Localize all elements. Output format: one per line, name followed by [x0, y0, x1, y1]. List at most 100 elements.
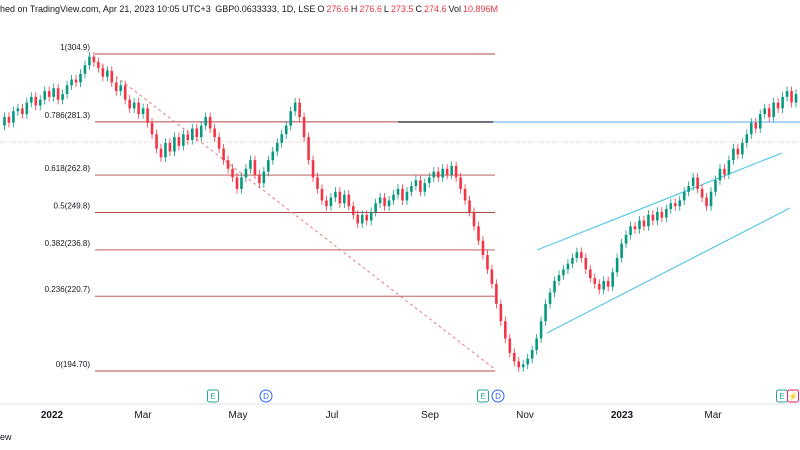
candle[interactable] — [262, 167, 266, 188]
candle[interactable] — [490, 264, 494, 289]
candle[interactable] — [159, 144, 163, 162]
candle[interactable] — [338, 187, 342, 208]
candle[interactable] — [43, 86, 47, 105]
candle[interactable] — [235, 172, 239, 194]
candle[interactable] — [611, 267, 614, 292]
candle[interactable] — [526, 354, 529, 369]
candle[interactable] — [481, 236, 485, 260]
candle[interactable] — [410, 181, 413, 197]
candle[interactable] — [714, 175, 717, 197]
candle[interactable] — [718, 164, 722, 185]
candle[interactable] — [486, 250, 489, 275]
candle[interactable] — [369, 207, 373, 226]
candle[interactable] — [383, 192, 386, 211]
event-markers[interactable]: E D E D E ⚡ — [207, 389, 799, 403]
event-marker-dividend[interactable]: D — [491, 389, 505, 403]
candle[interactable] — [284, 121, 288, 139]
candle[interactable] — [454, 161, 458, 183]
candle[interactable] — [441, 164, 445, 183]
candle[interactable] — [52, 83, 55, 102]
candle[interactable] — [548, 287, 552, 309]
candle[interactable] — [687, 181, 690, 197]
candle[interactable] — [673, 198, 677, 211]
candle[interactable] — [253, 155, 257, 180]
candle[interactable] — [499, 299, 503, 326]
candle[interactable] — [141, 103, 145, 119]
candle[interactable] — [423, 178, 427, 197]
candle[interactable] — [12, 106, 15, 128]
candle[interactable] — [624, 230, 628, 249]
candle[interactable] — [414, 175, 418, 191]
candle[interactable] — [732, 144, 735, 165]
candle[interactable] — [436, 167, 440, 183]
candle[interactable] — [21, 103, 24, 119]
candle[interactable] — [419, 175, 422, 197]
candle[interactable] — [320, 184, 324, 206]
candle[interactable] — [495, 279, 498, 309]
candle[interactable] — [132, 98, 136, 113]
candle[interactable] — [472, 207, 476, 231]
candle[interactable] — [38, 95, 42, 111]
candle[interactable] — [65, 80, 69, 99]
candle[interactable] — [776, 98, 780, 113]
time-axis[interactable]: 2022 Mar May Jul Sep Nov 2023 Mar — [0, 403, 800, 421]
candle[interactable] — [155, 129, 158, 154]
candlestick-series[interactable] — [3, 51, 798, 372]
candle[interactable] — [544, 299, 547, 326]
candle[interactable] — [177, 132, 181, 151]
event-marker-earnings[interactable]: E — [477, 389, 489, 403]
candle[interactable] — [298, 98, 301, 122]
candle[interactable] — [30, 92, 33, 108]
candle[interactable] — [34, 92, 38, 111]
candle[interactable] — [88, 51, 91, 70]
candle[interactable] — [92, 51, 96, 67]
candle[interactable] — [562, 264, 565, 280]
candle[interactable] — [508, 333, 512, 358]
candle[interactable] — [445, 164, 449, 180]
candle[interactable] — [678, 195, 682, 211]
event-marker-earnings[interactable]: E — [776, 389, 788, 403]
candle[interactable] — [705, 192, 708, 211]
candle[interactable] — [700, 184, 704, 203]
candle[interactable] — [289, 106, 292, 131]
candle[interactable] — [696, 172, 699, 194]
candle[interactable] — [392, 190, 395, 206]
candle[interactable] — [468, 195, 471, 217]
candle[interactable] — [146, 103, 149, 128]
candle[interactable] — [231, 164, 234, 183]
candle[interactable] — [597, 279, 601, 295]
candle[interactable] — [539, 316, 543, 344]
candle[interactable] — [226, 155, 230, 174]
candle[interactable] — [477, 221, 480, 246]
candle[interactable] — [709, 187, 713, 211]
candle[interactable] — [758, 109, 762, 134]
candle[interactable] — [293, 98, 297, 116]
candle[interactable] — [378, 192, 382, 208]
candle[interactable] — [463, 184, 467, 206]
candle[interactable] — [374, 198, 377, 217]
candle[interactable] — [190, 123, 194, 145]
candle[interactable] — [343, 190, 346, 208]
candle[interactable] — [633, 221, 637, 234]
candle[interactable] — [629, 221, 632, 240]
candle[interactable] — [584, 253, 588, 275]
candle[interactable] — [530, 345, 534, 364]
candle[interactable] — [575, 247, 579, 263]
candle[interactable] — [405, 187, 409, 206]
candle[interactable] — [682, 187, 686, 206]
candle[interactable] — [137, 98, 140, 119]
candle[interactable] — [602, 276, 606, 295]
candle[interactable] — [387, 195, 391, 211]
candle[interactable] — [123, 80, 127, 105]
candle[interactable] — [535, 333, 538, 355]
candle[interactable] — [74, 74, 78, 88]
candle[interactable] — [772, 98, 775, 122]
candle[interactable] — [432, 167, 436, 183]
candle[interactable] — [665, 204, 668, 223]
candle[interactable] — [16, 103, 20, 116]
candle[interactable] — [70, 74, 73, 90]
event-marker-earnings[interactable]: E — [207, 389, 219, 403]
candle[interactable] — [97, 57, 100, 73]
event-marker-dividend[interactable]: D — [259, 389, 273, 403]
